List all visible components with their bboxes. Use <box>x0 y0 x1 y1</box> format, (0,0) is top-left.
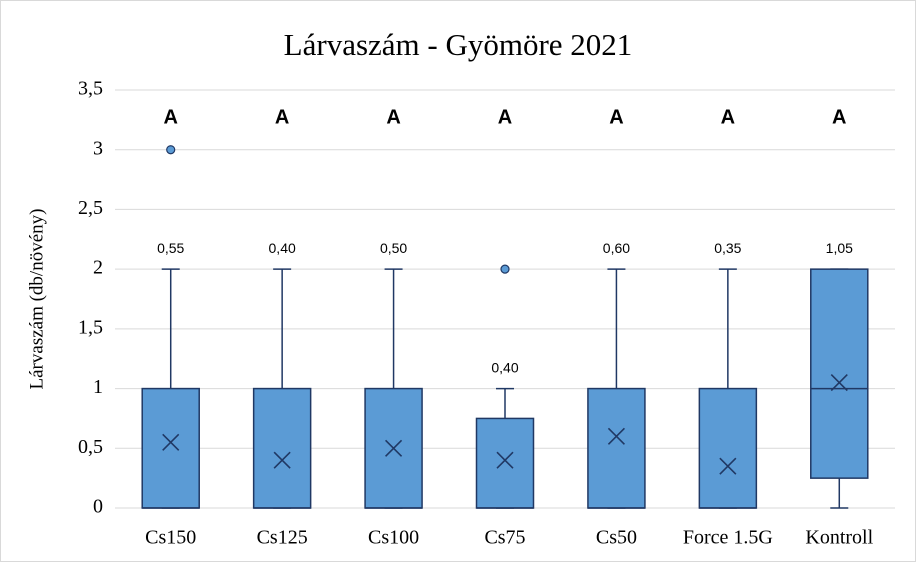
y-tick-label: 2,5 <box>78 197 103 219</box>
y-tick-label: 1,5 <box>78 316 103 338</box>
mean-marker <box>385 439 403 457</box>
x-tick-label: Cs125 <box>257 527 308 549</box>
y-tick-label: 3,5 <box>78 78 103 100</box>
box <box>141 387 200 509</box>
y-tick-label: 0 <box>93 496 103 518</box>
outlier <box>166 145 176 155</box>
chart-title: Lárvaszám - Gyömöre 2021 <box>284 27 633 62</box>
group-label: A <box>386 106 400 128</box>
outlier <box>500 264 510 274</box>
y-tick-label: 1 <box>93 376 103 398</box>
y-axis-label: Lárvaszám (db/növény) <box>26 209 47 390</box>
mean-marker <box>162 433 180 451</box>
x-tick-label: Cs75 <box>484 527 525 549</box>
x-tick-label: Kontroll <box>805 527 873 549</box>
group-label: A <box>498 106 512 128</box>
mean-label: 0,50 <box>380 240 407 256</box>
group-label: A <box>832 106 846 128</box>
mean-label: 1,05 <box>826 240 853 256</box>
y-tick-label: 2 <box>93 257 103 279</box>
x-tick-label: Cs150 <box>145 527 196 549</box>
mean-marker <box>607 427 625 445</box>
group-label: A <box>721 106 735 128</box>
group-label: A <box>275 106 289 128</box>
box <box>810 268 869 479</box>
mean-label: 0,55 <box>157 240 184 256</box>
mean-label: 0,40 <box>269 240 296 256</box>
box <box>252 387 312 509</box>
group-label: A <box>609 106 623 128</box>
mean-label: 0,60 <box>603 240 630 256</box>
mean-marker <box>273 451 291 469</box>
box <box>475 417 535 509</box>
mean-label: 0,35 <box>714 240 741 256</box>
mean-label: 0,40 <box>491 359 518 375</box>
box <box>587 387 646 509</box>
mean-marker <box>830 374 848 392</box>
group-label: A <box>163 106 177 128</box>
x-tick-label: Cs100 <box>368 527 419 549</box>
mean-marker <box>496 451 514 469</box>
mean-marker <box>719 457 737 475</box>
x-tick-label: Force 1.5G <box>683 527 773 549</box>
y-tick-label: 3 <box>93 137 103 159</box>
box <box>698 387 758 509</box>
x-tick-label: Cs50 <box>596 527 637 549</box>
y-tick-label: 0,5 <box>78 436 103 458</box>
